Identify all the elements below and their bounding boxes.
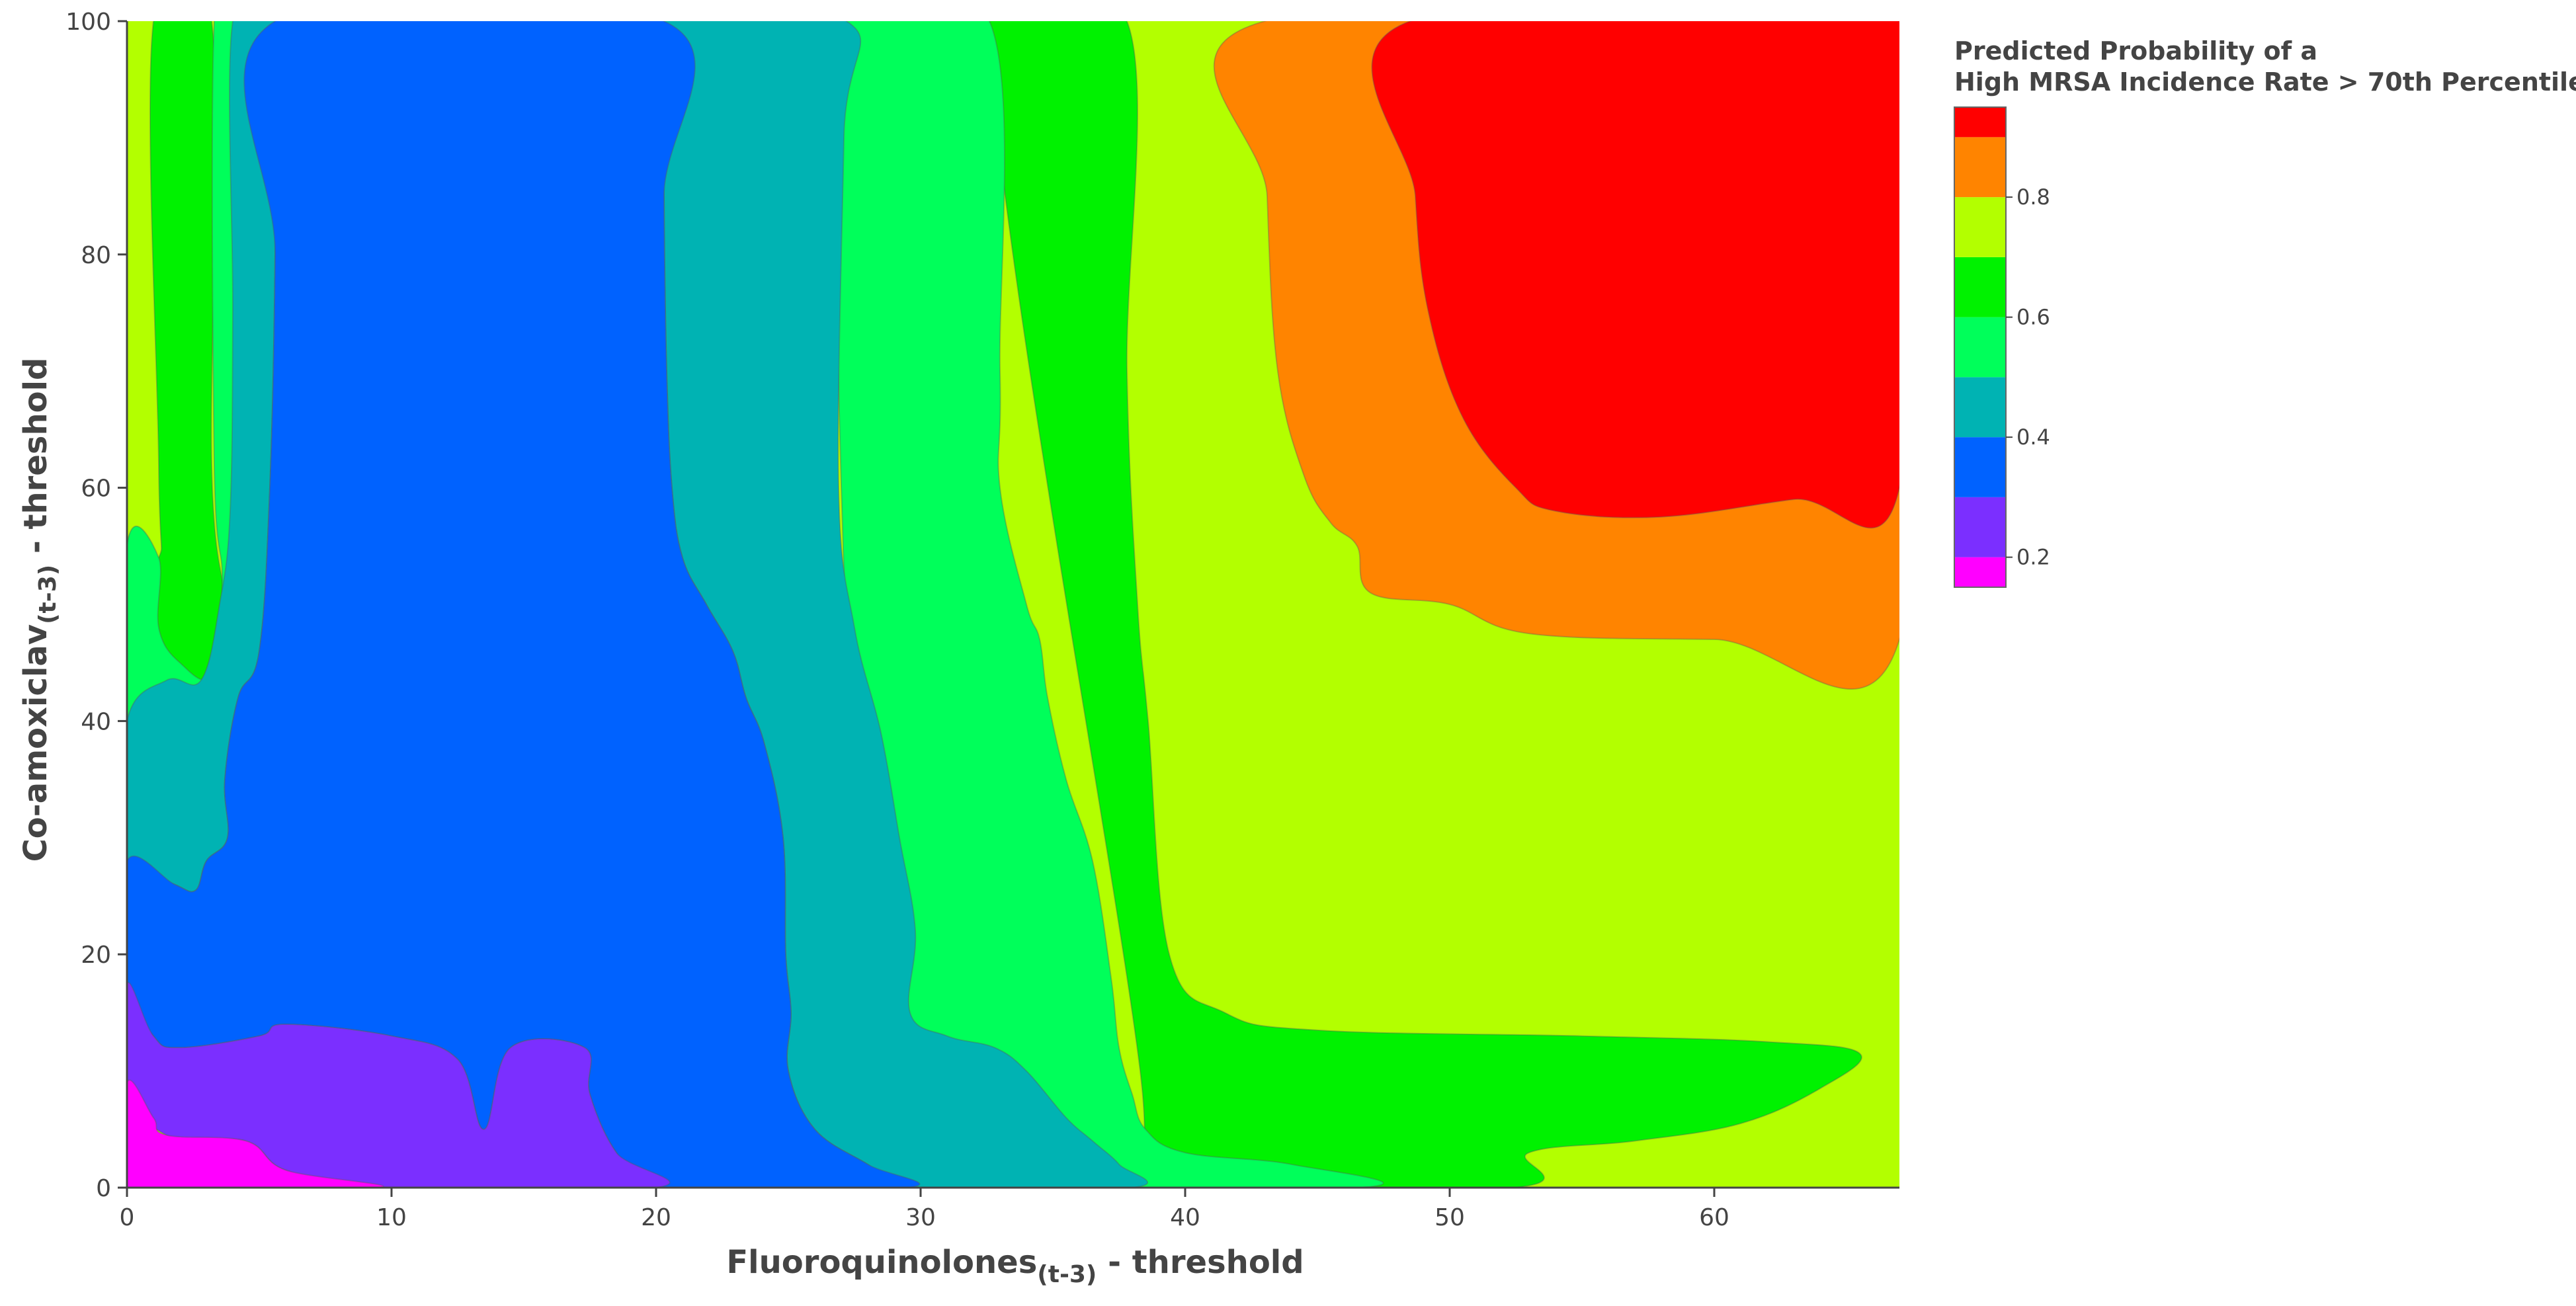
y-tick-label: 40 bbox=[81, 708, 111, 735]
colorbar-band-0 bbox=[1954, 557, 2006, 587]
colorbar-band-6 bbox=[1954, 197, 2006, 257]
x-axis-title: Fluoroquinolones(t-3) - threshold bbox=[726, 1244, 1304, 1288]
colorbar-tick-label: 0.2 bbox=[2016, 545, 2050, 570]
x-tick-label: 10 bbox=[376, 1204, 407, 1231]
y-tick-label: 100 bbox=[65, 9, 111, 36]
colorbar-band-8 bbox=[1954, 107, 2006, 138]
colorbar-title-line1: Predicted Probability of a bbox=[1954, 36, 2317, 65]
x-axis-ticks: 0 10 20 30 40 50 60 bbox=[120, 1188, 1729, 1231]
x-tick-label: 20 bbox=[641, 1204, 671, 1231]
y-axis-ticks: 0 20 40 60 80 100 bbox=[65, 9, 127, 1202]
x-tick-label: 40 bbox=[1170, 1204, 1200, 1231]
y-axis-title: Co-amoxiclav(t-3) - threshold bbox=[17, 358, 62, 862]
colorbar-band-2 bbox=[1954, 437, 2006, 497]
colorbar-ticks: 0.2 0.4 0.6 0.8 bbox=[2006, 184, 2050, 570]
contour-region-11 bbox=[1371, 21, 1899, 529]
colorbar-band-4 bbox=[1954, 317, 2006, 378]
y-tick-label: 0 bbox=[96, 1175, 111, 1202]
colorbar-border bbox=[1954, 106, 2007, 588]
colorbar-band-5 bbox=[1954, 257, 2006, 317]
x-tick-label: 60 bbox=[1699, 1204, 1729, 1231]
x-tick-label: 50 bbox=[1434, 1204, 1465, 1231]
colorbar-title-line2: High MRSA Incidence Rate > 70th Percenti… bbox=[1954, 67, 2576, 97]
colorbar-band-3 bbox=[1954, 377, 2006, 438]
plot-area bbox=[127, 21, 1899, 1188]
colorbar-bands bbox=[1954, 106, 2007, 588]
x-tick-label: 0 bbox=[120, 1204, 135, 1231]
colorbar-tick-label: 0.8 bbox=[2016, 184, 2050, 210]
colorbar-tick-label: 0.6 bbox=[2016, 305, 2050, 330]
colorbar-band-7 bbox=[1954, 137, 2006, 198]
y-tick-label: 60 bbox=[81, 475, 111, 503]
contour-region-2 bbox=[988, 21, 1862, 1188]
y-tick-label: 80 bbox=[81, 242, 111, 269]
contour-region-9 bbox=[127, 1079, 384, 1188]
contour-region-8 bbox=[127, 981, 671, 1188]
x-tick-label: 30 bbox=[905, 1204, 936, 1231]
axes bbox=[126, 21, 1899, 1189]
colorbar-tick-label: 0.4 bbox=[2016, 425, 2050, 450]
colorbar-band-1 bbox=[1954, 497, 2006, 557]
y-tick-label: 20 bbox=[81, 942, 111, 969]
colorbar: Predicted Probability of a High MRSA Inc… bbox=[1954, 36, 2576, 588]
